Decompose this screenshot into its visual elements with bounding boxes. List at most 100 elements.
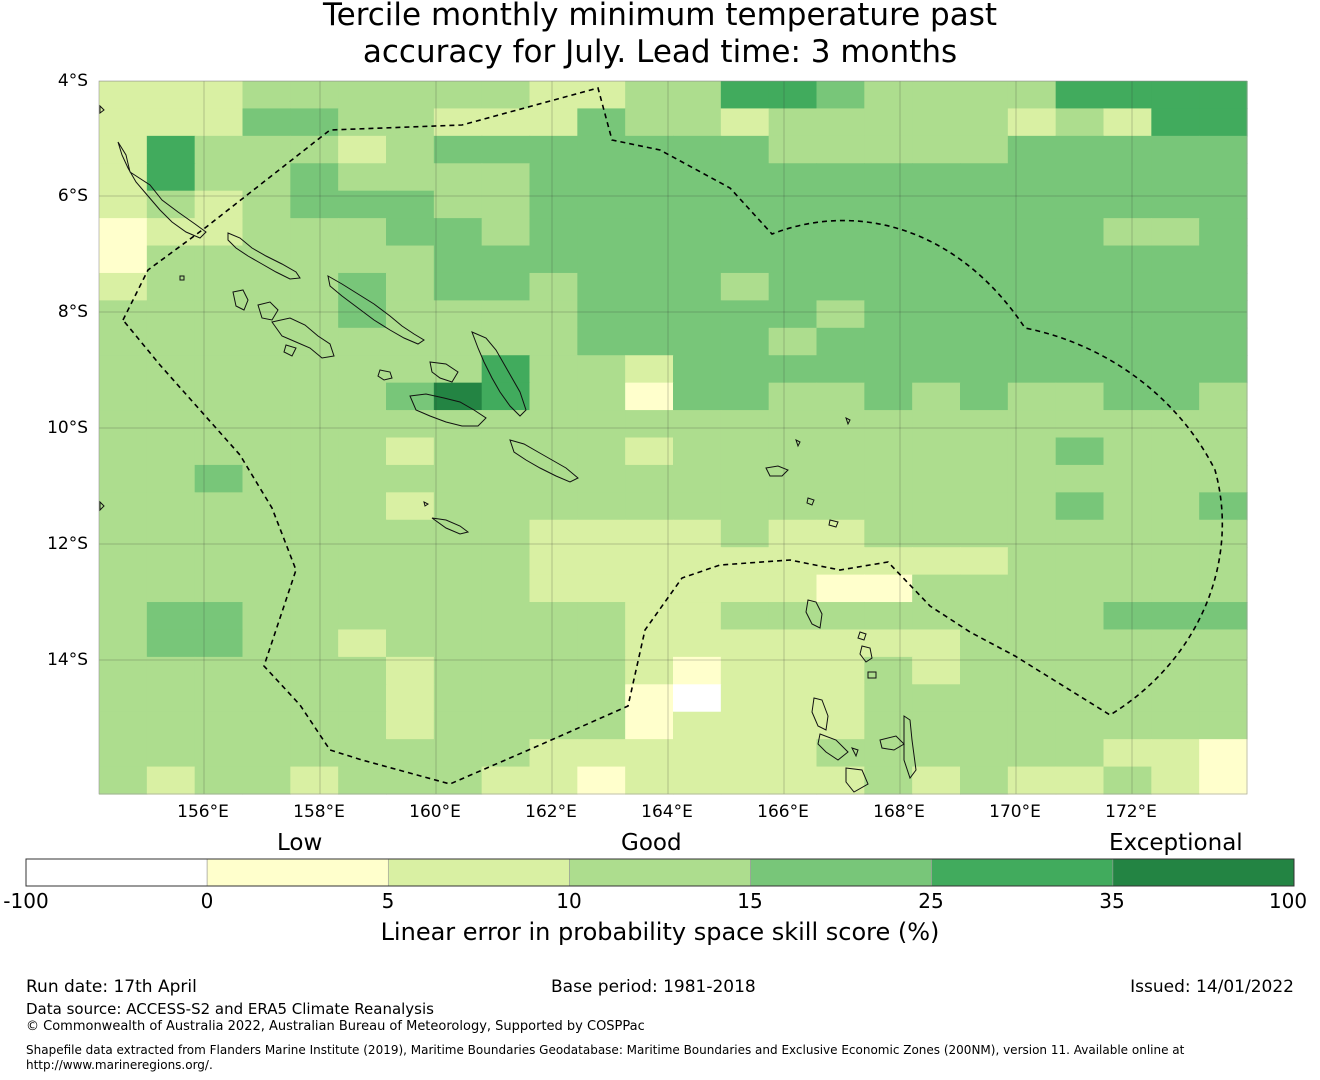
grid-cell <box>625 547 674 576</box>
grid-cell <box>242 574 291 603</box>
grid-cell <box>912 574 961 603</box>
grid-cell <box>481 684 531 713</box>
grid-cell <box>433 272 483 301</box>
colorbar-segment <box>750 858 933 887</box>
island-outline <box>509 439 579 483</box>
grid-cell <box>1103 108 1152 137</box>
grid-cell <box>194 245 244 274</box>
grid-cell <box>433 108 483 137</box>
grid-cell <box>864 355 913 384</box>
grid-cell <box>242 327 291 356</box>
island-outline <box>857 631 867 641</box>
grid-cell <box>242 272 291 301</box>
grid-cell <box>194 766 244 795</box>
grid-cell <box>290 547 339 576</box>
island-outline <box>859 645 873 663</box>
grid-cell <box>864 382 913 411</box>
grid-cell <box>625 108 674 137</box>
grid-cell <box>1151 602 1200 631</box>
grid-cell <box>1055 410 1105 439</box>
grid-cell <box>242 547 291 576</box>
grid-cell <box>386 437 435 466</box>
grid-cell <box>194 519 244 548</box>
grid-cell <box>242 355 291 384</box>
grid-cell <box>864 272 913 301</box>
grid-cell <box>625 382 674 411</box>
grid-cell <box>242 492 291 521</box>
grid-cell <box>433 684 483 713</box>
grid-cell <box>577 437 626 466</box>
grid-cell <box>720 108 770 137</box>
grid-cell <box>864 464 913 493</box>
grid-cell <box>386 739 435 768</box>
grid-cell <box>960 300 1009 329</box>
grid-cell <box>146 81 196 110</box>
grid-cell <box>1055 602 1105 631</box>
grid-cell <box>577 245 626 274</box>
grid-cell <box>768 272 818 301</box>
grid-cell <box>768 218 818 247</box>
grid-cell <box>338 218 387 247</box>
lon-label: 168°E <box>873 802 925 822</box>
grid-cell <box>816 218 865 247</box>
grid-cell <box>960 656 1009 685</box>
grid-cell <box>625 656 674 685</box>
grid-cell <box>99 108 148 137</box>
grid-cell <box>720 629 770 658</box>
grid-cell <box>912 547 961 576</box>
grid-cell <box>146 602 196 631</box>
grid-cell <box>1151 492 1200 521</box>
lat-label: 12°S <box>47 534 88 554</box>
grid-cell <box>433 739 483 768</box>
grid-cell <box>99 245 148 274</box>
grid-cell <box>960 245 1009 274</box>
grid-cell <box>768 519 818 548</box>
grid-cell <box>1199 574 1248 603</box>
grid-cell <box>433 163 483 192</box>
grid-cell <box>1103 437 1152 466</box>
island-outline <box>431 517 470 535</box>
grid-cell <box>960 464 1009 493</box>
colorbar-tick: 100 <box>1268 889 1308 913</box>
grid-cell <box>1007 355 1057 384</box>
grid-cell <box>768 464 818 493</box>
grid-cell <box>720 739 770 768</box>
grid-cell <box>338 519 387 548</box>
grid-cell <box>864 135 913 164</box>
grid-cell <box>529 327 578 356</box>
grid-cell <box>673 684 722 713</box>
grid-cell <box>768 629 818 658</box>
grid-cell <box>768 492 818 521</box>
grid-cell <box>673 656 722 685</box>
grid-cell <box>338 81 387 110</box>
grid-cell <box>816 190 865 219</box>
grid-cell <box>529 574 578 603</box>
grid-cell <box>816 81 865 110</box>
grid-cell <box>1199 656 1248 685</box>
grid-cell <box>912 766 961 795</box>
grid-cell <box>816 355 865 384</box>
grid-cell <box>194 382 244 411</box>
grid-cell <box>816 547 865 576</box>
grid-cell <box>99 190 148 219</box>
grid-cell <box>768 766 818 795</box>
grid-cell <box>720 656 770 685</box>
base-period: Base period: 1981-2018 <box>551 977 756 997</box>
grid-cell <box>1151 81 1200 110</box>
grid-cell <box>673 629 722 658</box>
grid-cell <box>386 272 435 301</box>
grid-cell <box>1055 464 1105 493</box>
colorbar-segment <box>931 858 1114 887</box>
run-date: Run date: 17th April <box>26 977 197 997</box>
grid-cell <box>768 300 818 329</box>
grid-cell <box>912 272 961 301</box>
island-outline <box>179 275 185 281</box>
coastlines <box>99 104 917 793</box>
grid-cell <box>1199 327 1248 356</box>
grid-cell <box>960 355 1009 384</box>
grid-cell <box>816 656 865 685</box>
grid-cell <box>912 135 961 164</box>
grid-cell <box>816 739 865 768</box>
grid-cell <box>673 355 722 384</box>
grid-cell <box>386 574 435 603</box>
